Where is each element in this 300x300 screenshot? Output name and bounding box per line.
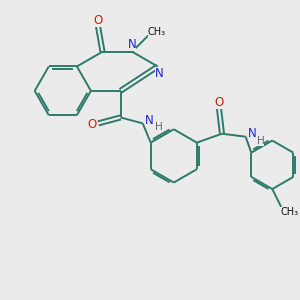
Text: O: O <box>93 14 103 26</box>
Text: N: N <box>145 114 154 127</box>
Text: O: O <box>214 96 224 109</box>
Text: CH₃: CH₃ <box>280 207 298 217</box>
Text: N: N <box>155 68 164 80</box>
Text: O: O <box>87 118 96 131</box>
Text: H: H <box>155 122 163 132</box>
Text: N: N <box>248 127 256 140</box>
Text: N: N <box>128 38 136 51</box>
Text: H: H <box>256 136 264 146</box>
Text: CH₃: CH₃ <box>148 28 166 38</box>
